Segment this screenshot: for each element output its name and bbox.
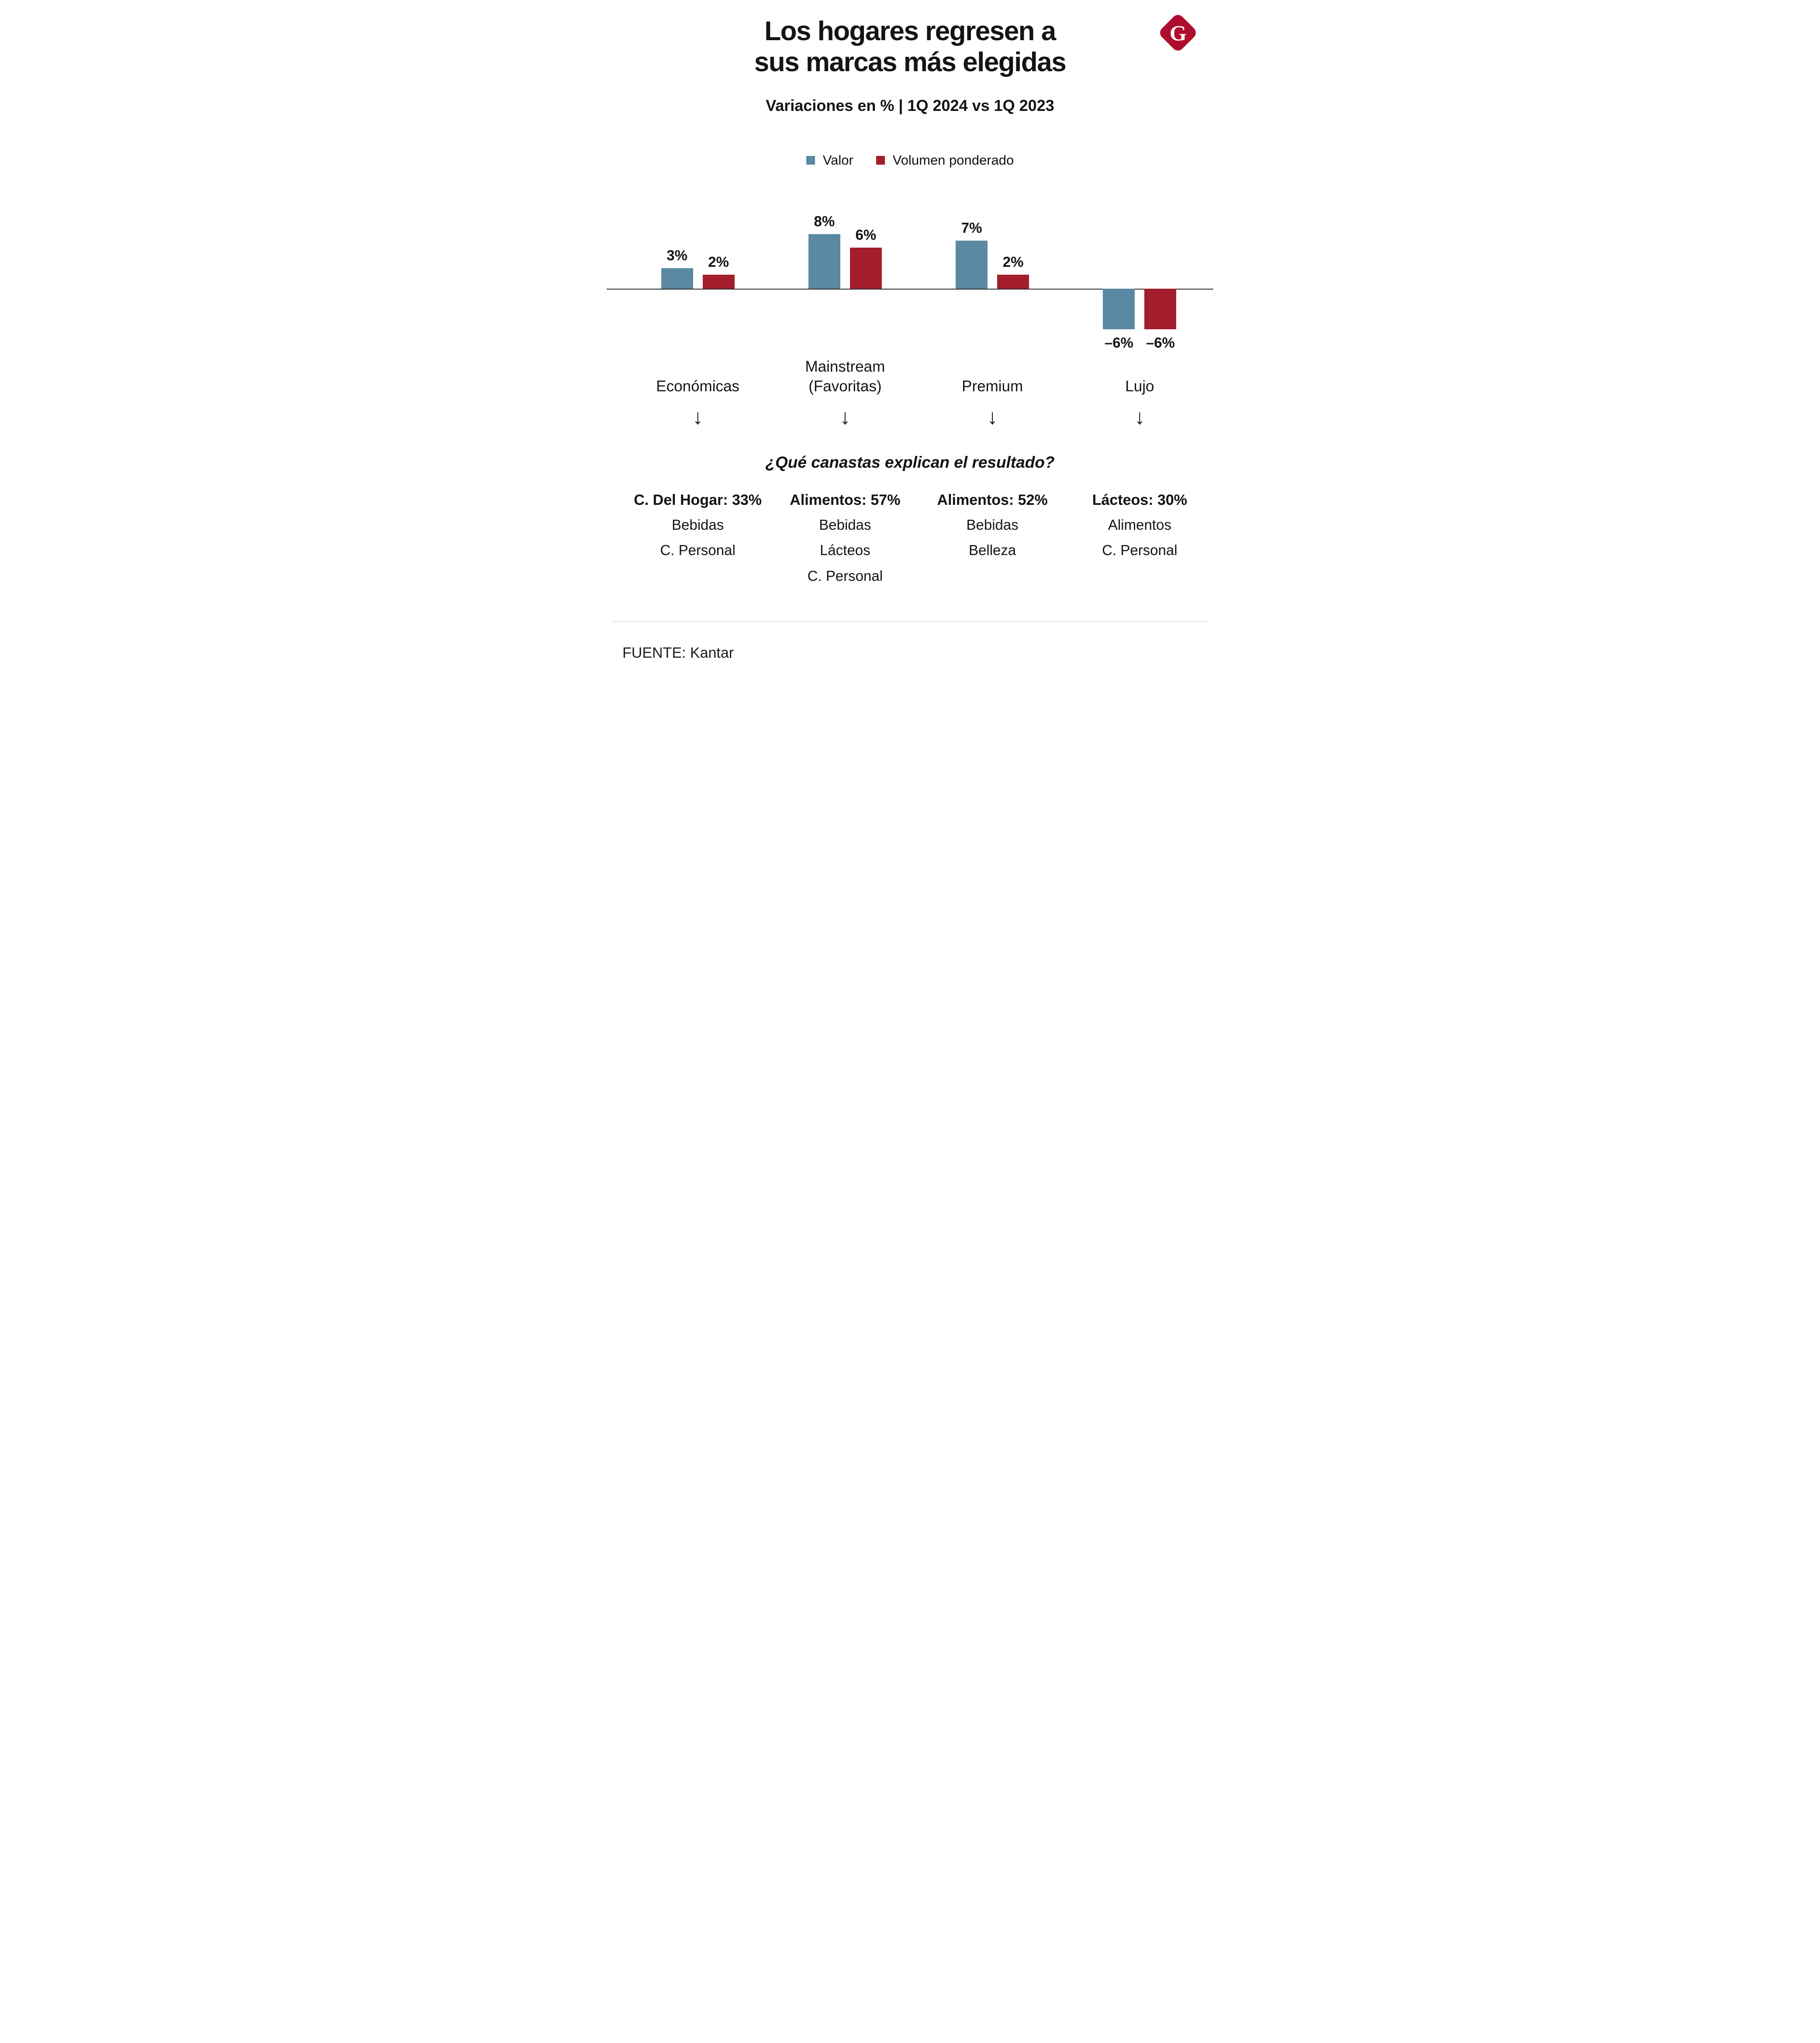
down-arrow-icon: ↓ <box>1134 405 1145 429</box>
infographic-page: G Los hogares regresen a sus marcas más … <box>607 0 1213 681</box>
category-label: Económicas <box>656 378 739 395</box>
bar <box>850 248 882 289</box>
breakdown-item: Alimentos <box>1108 516 1171 533</box>
bar-value-label: 2% <box>1002 254 1024 270</box>
bar-slot: 8% <box>808 213 840 350</box>
bar-value-label: 8% <box>814 213 835 229</box>
down-arrow-icon: ↓ <box>839 405 850 429</box>
bar-value-label: –6% <box>1104 335 1133 351</box>
title-line-2: sus marcas más elegidas <box>754 47 1067 78</box>
breakdown-header: Alimentos: 52% <box>937 491 1048 508</box>
chart-groups: 3% 2% 8% 6% 7% 2% –6% –6% <box>607 213 1213 351</box>
breakdown-item: C. Personal <box>807 568 883 584</box>
legend-label: Valor <box>822 152 853 168</box>
down-arrow-icon: ↓ <box>692 405 703 429</box>
breakdown-item: C. Personal <box>1102 542 1178 559</box>
bar <box>997 275 1029 289</box>
breakdown-header: Alimentos: 57% <box>790 491 901 508</box>
category-label: Premium <box>962 378 1023 395</box>
bar-group: 7% 2% <box>919 214 1066 350</box>
zero-axis-line <box>607 288 1213 290</box>
bar-value-label: 6% <box>855 227 877 243</box>
breakdown-header: Lácteos: 30% <box>1092 491 1188 508</box>
page-title: Los hogares regresen a sus marcas más el… <box>607 16 1213 78</box>
breakdown-header: C. Del Hogar: 33% <box>634 491 762 508</box>
bar-group: –6% –6% <box>1066 214 1213 351</box>
bar-pair: 7% 2% <box>956 214 1029 350</box>
bar-pair: 3% 2% <box>661 214 735 350</box>
bar <box>956 241 988 289</box>
bar-chart: 3% 2% 8% 6% 7% 2% –6% –6% <box>607 213 1213 351</box>
legend-marker <box>806 155 815 165</box>
arrows-row: ↓ ↓ ↓ ↓ <box>607 407 1213 428</box>
source-credit: FUENTE: Kantar <box>622 645 734 662</box>
down-arrow-icon: ↓ <box>987 405 998 429</box>
legend-item: Volumen ponderado <box>876 152 1014 168</box>
bar-slot: 6% <box>850 214 882 350</box>
bar-slot: 7% <box>956 214 988 350</box>
bar-value-label: –6% <box>1146 335 1175 351</box>
breakdown-item: Bebidas <box>671 516 724 533</box>
bar <box>661 268 693 289</box>
category-labels-row: Económicas Mainstream (Favoritas) Premium L… <box>607 357 1213 397</box>
bar <box>702 275 735 289</box>
bar-value-label: 2% <box>708 254 729 270</box>
category-label: Mainstream (Favoritas) <box>805 358 885 395</box>
breakdown-column: C. Del Hogar: 33% Bebidas C. Personal <box>624 492 771 560</box>
bar-group: 8% 6% <box>771 213 919 350</box>
breakdown-item: Bebidas <box>966 516 1019 533</box>
bar-pair: –6% –6% <box>1103 214 1177 351</box>
bar <box>1103 288 1135 330</box>
bar <box>1144 288 1177 330</box>
bar-group: 3% 2% <box>624 214 771 350</box>
bar-slot: 3% <box>661 214 693 350</box>
bar-pair: 8% 6% <box>808 213 882 350</box>
legend-label: Volumen ponderado <box>892 152 1014 168</box>
bar-value-label: 3% <box>667 247 687 263</box>
category-label: Lujo <box>1125 378 1154 395</box>
bar-slot: 2% <box>997 214 1029 350</box>
legend-item: Valor <box>806 152 853 168</box>
chart-subtitle: Variaciones en % | 1Q 2024 vs 1Q 2023 <box>766 96 1054 114</box>
title-line-1: Los hogares regresen a <box>764 16 1056 46</box>
breakdown-column: Lácteos: 30% Alimentos C. Personal <box>1066 492 1213 560</box>
brand-letter: G <box>1169 21 1187 45</box>
footer-divider <box>613 621 1207 622</box>
question-text: ¿Qué canastas explican el resultado? <box>765 453 1055 471</box>
bar <box>808 234 840 289</box>
chart-legend: Valor Volumen ponderado <box>607 152 1213 168</box>
breakdown-item: Lácteos <box>820 542 870 559</box>
breakdown-row: C. Del Hogar: 33% Bebidas C. Personal Alime… <box>607 492 1213 586</box>
bar-slot: 2% <box>702 214 735 350</box>
breakdown-item: C. Personal <box>660 542 736 559</box>
bar-slot: –6% <box>1103 214 1135 351</box>
breakdown-item: Belleza <box>969 542 1016 559</box>
bar-value-label: 7% <box>961 220 982 236</box>
breakdown-item: Bebidas <box>819 516 871 533</box>
breakdown-column: Alimentos: 52% Bebidas Belleza <box>919 492 1066 560</box>
bar-slot: –6% <box>1144 214 1177 351</box>
legend-marker <box>876 155 885 165</box>
breakdown-column: Alimentos: 57% Bebidas Lácteos C. Personal <box>771 492 919 586</box>
